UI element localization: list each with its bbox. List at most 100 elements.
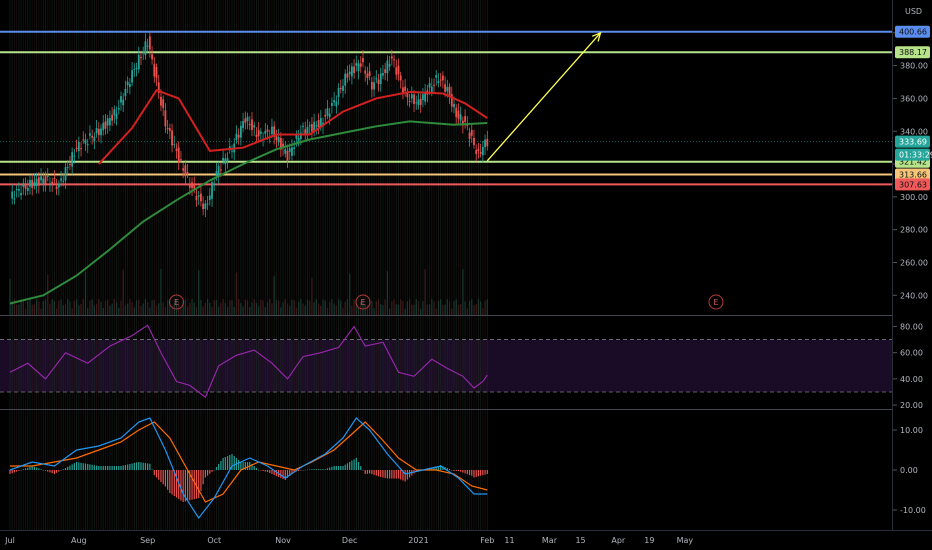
x-axis: Jul Aug Sep Oct Nov Dec 2021 Feb 11 Mar 15 Apr 19 May xyxy=(4,536,693,545)
candle-body xyxy=(173,143,176,145)
candle-body xyxy=(146,45,149,47)
macd-histogram-bar xyxy=(127,464,129,470)
candle-body xyxy=(213,183,216,185)
macd-histogram-bar xyxy=(437,466,440,470)
y-tick-label: 260.00 xyxy=(900,259,928,268)
candle-body xyxy=(180,159,182,161)
macd-histogram-bar xyxy=(218,464,220,470)
candle-body xyxy=(453,103,455,108)
macd-histogram-bar xyxy=(100,466,102,470)
candle-body xyxy=(419,98,422,105)
candle-body xyxy=(375,78,378,80)
candle-body xyxy=(122,99,125,106)
candle-body xyxy=(115,113,118,119)
macd-histogram-bar xyxy=(107,466,109,470)
candle-body xyxy=(331,102,333,107)
candle-body xyxy=(113,109,116,116)
macd-histogram-bar xyxy=(306,469,309,471)
y-axis: 240.00260.00280.00300.00320.00340.00360.… xyxy=(893,29,928,515)
candle-body xyxy=(348,71,351,75)
candle-body xyxy=(470,130,473,136)
macd-histogram-bar xyxy=(206,470,209,476)
macd-histogram-bar xyxy=(286,470,289,478)
candle-body xyxy=(53,177,56,180)
candle-body xyxy=(135,68,138,70)
candle-body xyxy=(109,118,111,126)
countdown-tag-bg xyxy=(895,148,930,161)
candle-body xyxy=(62,180,65,182)
candle-body xyxy=(386,60,389,74)
candle-body xyxy=(317,120,320,128)
macd-histogram-bar xyxy=(24,468,27,470)
candle-body xyxy=(399,75,402,81)
macd-histogram-bar xyxy=(11,470,13,474)
macd-histogram-bar xyxy=(189,470,191,501)
macd-histogram-bar xyxy=(226,456,229,470)
macd-histogram-bar xyxy=(457,470,460,471)
candle-body xyxy=(337,88,340,97)
candle-body xyxy=(257,129,260,137)
earnings-marker-circle xyxy=(355,294,371,310)
candle-body xyxy=(279,137,282,150)
earnings-marker: E xyxy=(169,294,184,310)
macd-histogram-bar xyxy=(355,458,357,470)
macd-histogram-bar xyxy=(255,468,258,470)
macd-histogram-bar xyxy=(349,462,351,470)
candle-body xyxy=(239,125,242,138)
macd-histogram-bar xyxy=(373,470,375,475)
macd-histogram-bar xyxy=(111,466,113,470)
y-tick-label: 360.00 xyxy=(900,94,928,103)
macd-histogram-bar xyxy=(342,466,344,470)
macd-histogram-bar xyxy=(275,470,277,476)
candle-body xyxy=(464,116,466,122)
macd-histogram-bar xyxy=(22,469,24,470)
candle-body xyxy=(26,187,29,192)
macd-histogram-bar xyxy=(400,470,402,480)
candle-body xyxy=(117,108,120,110)
y-tick-label: 240.00 xyxy=(900,291,928,300)
y-tick-label: -10.00 xyxy=(900,506,926,515)
macd-histogram-bar xyxy=(486,470,488,474)
candle-body xyxy=(175,148,178,151)
candle-body xyxy=(466,124,469,126)
macd-histogram-bar xyxy=(320,469,322,470)
macd-histogram-bar xyxy=(440,465,442,470)
x-tick-label: Mar xyxy=(542,536,558,545)
rsi-band-fill xyxy=(0,339,893,392)
macd-histogram-bar xyxy=(369,470,371,474)
macd-histogram-bar xyxy=(273,470,275,475)
macd-histogram-bar xyxy=(87,464,89,470)
candle-body xyxy=(33,181,36,187)
y-tick-label: 340.00 xyxy=(900,127,928,136)
candle-body xyxy=(353,66,355,73)
candle-body xyxy=(69,164,71,166)
macd-histogram-bar xyxy=(58,470,60,472)
macd-histogram-bar xyxy=(231,454,233,470)
macd-histogram-bar xyxy=(182,470,184,502)
macd-histogram-bar xyxy=(193,470,195,500)
macd-histogram-bar xyxy=(173,470,175,496)
macd-histogram-bar xyxy=(44,470,47,471)
macd-histogram-bar xyxy=(269,470,271,473)
macd-histogram-bar xyxy=(311,469,313,470)
candle-body xyxy=(153,64,156,77)
candle-body xyxy=(31,179,34,188)
candle-body xyxy=(206,203,209,205)
price-axis-panel[interactable] xyxy=(893,0,932,530)
candle-body xyxy=(357,63,360,72)
time-axis-panel[interactable] xyxy=(0,530,932,550)
macd-histogram-bar xyxy=(304,469,306,471)
macd-histogram-bar xyxy=(78,462,80,470)
level-tag-388.17-label: 388.17 xyxy=(899,48,927,57)
horizontal-levels[interactable] xyxy=(0,30,893,186)
macd-histogram-bar xyxy=(84,463,87,470)
macd-histogram-bar xyxy=(89,464,91,470)
rsi-pane[interactable] xyxy=(0,324,893,399)
candle-body xyxy=(388,64,391,67)
price-pane[interactable] xyxy=(9,31,602,305)
macd-pane[interactable] xyxy=(9,417,488,520)
x-tick-label: 15 xyxy=(575,536,585,545)
